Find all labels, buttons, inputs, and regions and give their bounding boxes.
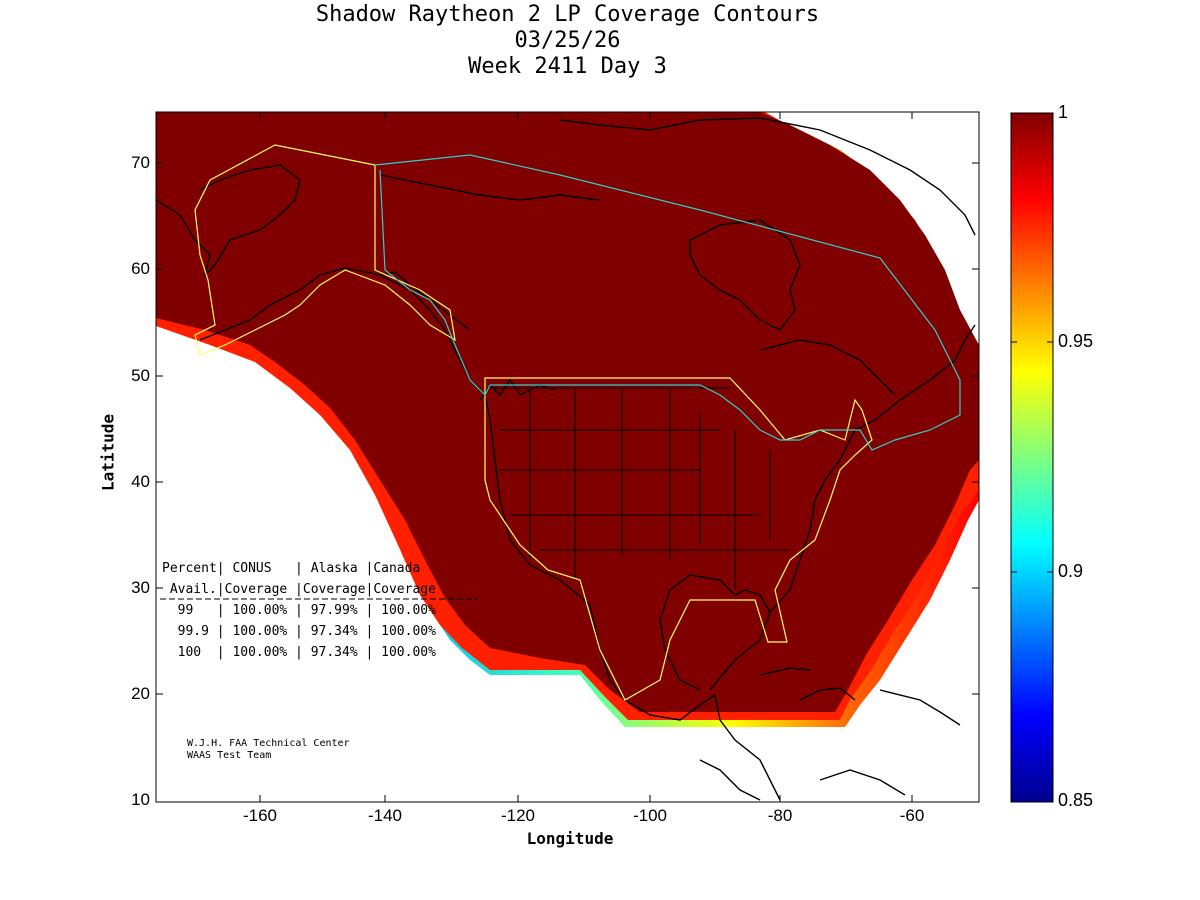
colorbar-tick-label: 0.9	[1058, 561, 1084, 581]
colorbar-tick-label: 0.95	[1058, 331, 1094, 351]
x-tick-label: -120	[500, 806, 536, 825]
x-axis-label: Longitude	[526, 829, 614, 848]
chart-title: Shadow Raytheon 2 LP Coverage Contours	[315, 2, 820, 27]
credit-line-2: WAAS Test Team	[187, 750, 272, 761]
colorbar-tick-label: 1	[1058, 102, 1069, 122]
coverage-full-region	[156, 112, 979, 712]
x-tick-label: -60	[899, 806, 925, 825]
y-tick-label: 10	[131, 790, 150, 809]
state-boundaries	[490, 387, 790, 590]
plot-frame	[155, 111, 980, 803]
table-row: 100 | 100.00% | 97.34% | 100.00%	[162, 645, 436, 660]
chart-week-day: Week 2411 Day 3	[468, 54, 667, 79]
colorbar	[1010, 112, 1054, 803]
y-tick-label: 20	[131, 684, 150, 703]
y-tick-marks	[156, 162, 979, 695]
x-tick-marks	[259, 112, 913, 802]
y-axis-label: Latitude	[98, 413, 118, 492]
table-header-row-1: Percent| CONUS | Alaska |Canada	[162, 561, 421, 576]
y-tick-label: 50	[131, 366, 150, 385]
y-tick-label: 30	[131, 578, 150, 597]
us-boundary	[194, 144, 873, 701]
x-tick-label: -100	[632, 806, 668, 825]
credit-line-1: W.J.H. FAA Technical Center	[187, 738, 350, 749]
y-tick-label: 70	[131, 153, 150, 172]
colorbar-tick-label: 0.85	[1058, 790, 1094, 810]
chart-date: 03/25/26	[514, 28, 621, 53]
y-tick-label: 40	[131, 472, 150, 491]
y-tick-label: 60	[131, 259, 150, 278]
x-tick-label: -140	[367, 806, 403, 825]
colorbar-ticks	[1011, 341, 1053, 573]
canada-boundary	[374, 154, 961, 451]
x-tick-label: -160	[242, 806, 278, 825]
table-header-row-2: Avail.|Coverage |Coverage|Coverage	[162, 582, 436, 597]
table-row: 99 | 100.00% | 97.99% | 100.00%	[162, 603, 436, 618]
table-row: 99.9 | 100.00% | 97.34% | 100.00%	[162, 624, 436, 639]
x-tick-label: -80	[767, 806, 793, 825]
